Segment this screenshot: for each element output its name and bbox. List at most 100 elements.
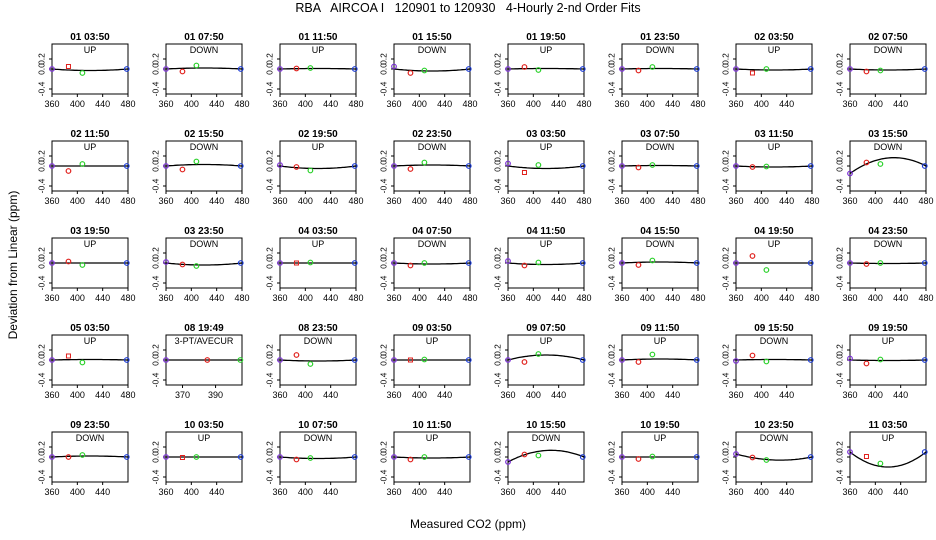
y-tick-label: 0.2: [834, 247, 844, 259]
data-point: [649, 162, 656, 168]
data-point: [179, 455, 185, 460]
x-tick-label: 400: [70, 390, 85, 400]
data-point: [505, 459, 511, 465]
data-point: [465, 454, 472, 460]
x-tick-label: 400: [754, 390, 769, 400]
data-point: [204, 357, 211, 363]
data-point: [921, 66, 928, 72]
panel-title: 02 19:50: [298, 129, 338, 140]
data-point: [65, 353, 71, 359]
panel-title: 02 23:50: [412, 129, 452, 140]
x-tick-label: 360: [44, 293, 59, 303]
data-point: [763, 163, 770, 170]
data-point: [163, 66, 169, 72]
data-point: [521, 64, 528, 70]
x-tick-label: 480: [234, 196, 249, 206]
panel: 09 03:50 UP -0.4 0.00.2 360 400 440: [378, 323, 472, 400]
y-tick-label: 0.2: [264, 53, 274, 65]
x-tick-label: 440: [95, 390, 110, 400]
x-tick-label: 360: [614, 293, 629, 303]
data-point: [921, 163, 928, 169]
x-tick-label: 400: [526, 196, 541, 206]
y-tick-label: -0.4: [492, 178, 502, 193]
panel-label: DOWN: [190, 239, 219, 249]
x-tick-label: 440: [323, 293, 338, 303]
data-point: [421, 67, 428, 74]
panel: 01 19:50 UP -0.4 0.00.2 360 400 440 480: [492, 32, 591, 109]
y-tick-label: 0.0: [378, 451, 388, 463]
data-point: [863, 261, 870, 267]
data-point: [807, 163, 814, 169]
y-tick-label: 0.2: [150, 247, 160, 259]
panel-title: 02 11:50: [71, 129, 110, 140]
data-point: [163, 454, 169, 460]
fit-curve: [621, 261, 699, 264]
y-tick-label: -0.4: [378, 275, 388, 290]
data-point: [391, 260, 397, 266]
y-tick-label: -0.4: [378, 178, 388, 193]
y-tick-label: -0.4: [834, 81, 844, 96]
x-tick-label: 480: [462, 196, 477, 206]
panel: 08 19:49 3-PT/AVECUR -0.4 0.00.2 370 390: [150, 323, 244, 400]
x-tick-label: 440: [437, 293, 452, 303]
x-tick-label: 440: [779, 487, 794, 497]
data-point: [179, 261, 186, 268]
x-tick-label: 440: [551, 487, 566, 497]
y-tick-label: 0.0: [834, 160, 844, 172]
data-point: [649, 453, 656, 460]
panel: 05 03:50 UP -0.4 0.00.2 360 400 440 480: [36, 323, 135, 400]
x-tick-label: 440: [893, 196, 908, 206]
x-tick-label: 400: [184, 293, 199, 303]
x-tick-label: 480: [576, 293, 591, 303]
x-tick-label: 400: [184, 196, 199, 206]
y-tick-label: 0.0: [264, 63, 274, 75]
x-tick-label: 480: [120, 390, 135, 400]
data-point: [733, 451, 739, 457]
data-point: [193, 263, 200, 269]
fit-curve: [849, 157, 927, 175]
x-tick-label: 400: [754, 99, 769, 109]
y-tick-label: 0.2: [492, 441, 502, 453]
data-point: [465, 163, 472, 169]
panel: 04 23:50 DOWN -0.4 0.00.2 360 400 440 480: [834, 226, 933, 303]
data-point: [79, 359, 86, 366]
panel-label: UP: [882, 336, 895, 346]
fit-curve: [507, 354, 585, 361]
panel-label: UP: [540, 45, 553, 55]
x-tick-label: 360: [728, 390, 743, 400]
y-tick-label: 0.2: [606, 247, 616, 259]
x-tick-label: 480: [576, 196, 591, 206]
x-tick-label: 480: [120, 196, 135, 206]
panel-title: 08 23:50: [298, 323, 338, 334]
y-tick-label: 0.2: [834, 344, 844, 356]
data-point: [921, 260, 928, 266]
x-tick-label: 400: [868, 293, 883, 303]
fit-curve: [850, 359, 926, 362]
y-tick-label: 0.0: [834, 63, 844, 75]
panel-label: UP: [768, 239, 781, 249]
x-tick-label: 440: [893, 293, 908, 303]
x-tick-label: 480: [234, 99, 249, 109]
x-tick-label: 360: [842, 293, 857, 303]
data-point: [307, 65, 314, 71]
fit-curve: [280, 67, 356, 70]
data-point: [79, 262, 86, 268]
x-tick-label: 440: [95, 487, 110, 497]
chart-title: RBA AIRCOA I 120901 to 120930 4-Hourly 2…: [295, 1, 641, 15]
panel: 01 03:50 UP -0.4 0.00.2 360 400 440 480: [36, 32, 135, 109]
panel-label: DOWN: [190, 142, 219, 152]
data-point: [307, 167, 314, 174]
panel: 10 11:50 UP -0.4 0.00.2 360 400 440: [378, 420, 472, 497]
x-tick-label: 360: [44, 390, 59, 400]
x-tick-label: 400: [412, 487, 427, 497]
panel-title: 02 07:50: [868, 32, 908, 43]
y-tick-label: 0.0: [606, 354, 616, 366]
x-tick-label: 360: [842, 99, 857, 109]
y-tick-label: 0.2: [378, 150, 388, 162]
data-point: [407, 357, 413, 363]
data-point: [237, 66, 244, 72]
fit-curve: [51, 68, 129, 72]
panel-title: 04 03:50: [298, 226, 338, 237]
data-point: [293, 456, 300, 463]
panel-label: UP: [768, 45, 781, 55]
